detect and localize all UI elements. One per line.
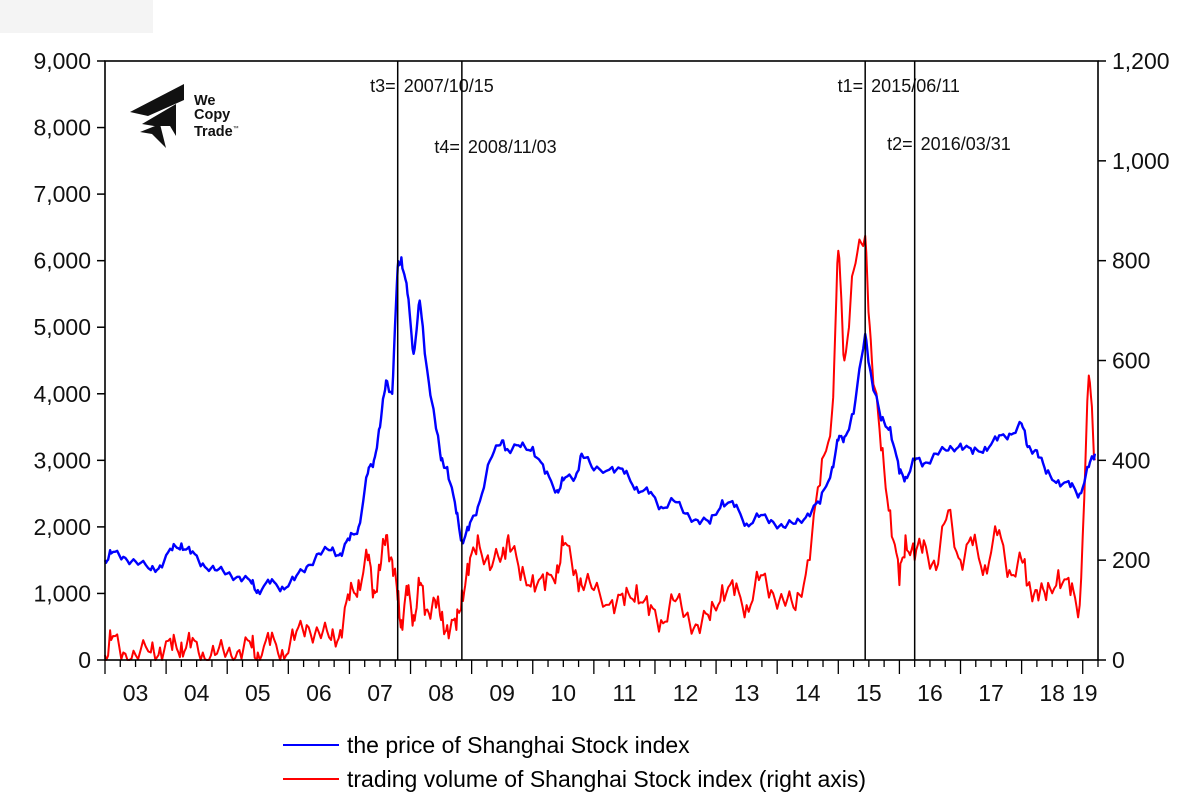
x-tick-label: 06	[306, 680, 332, 706]
plot-frame	[104, 60, 1099, 661]
event-lines: t3= 2007/10/15 t4= 2008/11/03 t1= 2015/06/11 t…	[370, 61, 1011, 660]
x-tick-label: 14	[795, 680, 821, 706]
y-right-tick-label: 600	[1112, 348, 1150, 374]
logo-trademark: ™	[232, 125, 239, 132]
y-right-tick-label: 1,000	[1112, 148, 1170, 174]
y-right-tick-label: 0	[1112, 647, 1125, 673]
x-tick-label: 05	[245, 680, 271, 706]
annotation-label-t3: t3=	[370, 76, 396, 96]
annotation-date-t4: 2008/11/03	[468, 137, 557, 157]
y-left-tick-label: 5,000	[33, 314, 91, 340]
x-tick-label: 16	[917, 680, 943, 706]
series-volume-path	[104, 234, 1096, 661]
y-right-tick-label: 400	[1112, 447, 1150, 473]
annotation-label-t2: t2=	[887, 134, 913, 154]
corner-box	[0, 0, 153, 33]
x-tick-label: 07	[367, 680, 393, 706]
annotation-label-t1: t1=	[838, 76, 864, 96]
y-left-tick-label: 1,000	[33, 580, 91, 606]
x-tick-label: 15	[856, 680, 882, 706]
legend-swatch-price	[283, 744, 339, 746]
annotation-label-t4: t4=	[434, 137, 460, 157]
y-left-tick-label: 0	[78, 647, 91, 673]
legend-label-price: the price of Shanghai Stock index	[347, 732, 690, 758]
x-axis: 03 04 05 06 07 08 09 10 11 12 13 14 15 16 17 18 19	[104, 660, 1099, 706]
legend-item-price: the price of Shanghai Stock index	[283, 728, 866, 762]
x-tick-label: 10	[551, 680, 577, 706]
legend: the price of Shanghai Stock index tradin…	[283, 728, 866, 796]
y-left-tick-label: 6,000	[33, 248, 91, 274]
x-tick-label: 19	[1072, 680, 1098, 706]
y-left-tick-label: 8,000	[33, 115, 91, 141]
annotation-date-t2: 2016/03/31	[921, 134, 1011, 154]
legend-swatch-volume	[283, 778, 339, 780]
y-axis-left: 0 1,000 2,000 3,000 4,000 5,000 6,000 7,000 8,00…	[33, 48, 105, 673]
legend-item-volume: trading volume of Shanghai Stock index (…	[283, 762, 866, 796]
series-volume-line	[104, 234, 1096, 661]
y-left-tick-label: 2,000	[33, 514, 91, 540]
logo: We Copy Trade™	[128, 82, 239, 150]
x-tick-label: 04	[184, 680, 210, 706]
x-tick-label: 09	[489, 680, 515, 706]
series-price-line	[103, 256, 1097, 596]
logo-text: We Copy Trade™	[194, 92, 239, 140]
x-tick-label: 08	[428, 680, 454, 706]
y-left-tick-label: 7,000	[33, 181, 91, 207]
y-left-tick-label: 4,000	[33, 381, 91, 407]
x-tick-label: 13	[734, 680, 760, 706]
annotation-date-t3: 2007/10/15	[404, 76, 494, 96]
legend-label-volume: trading volume of Shanghai Stock index (…	[347, 766, 867, 792]
x-tick-label: 17	[978, 680, 1004, 706]
logo-line-1: We	[194, 92, 216, 109]
y-axis-right: 0 200 400 600 800 1,000 1,200	[1098, 48, 1170, 673]
y-right-tick-label: 200	[1112, 547, 1150, 573]
y-right-tick-label: 1,200	[1112, 48, 1170, 74]
logo-line-2: Copy	[194, 106, 231, 123]
y-left-tick-label: 3,000	[33, 447, 91, 473]
logo-line-3: Trade	[194, 123, 233, 140]
annotation-date-t1: 2015/06/11	[871, 76, 960, 96]
x-tick-label: 11	[612, 680, 636, 706]
x-tick-label: 03	[123, 680, 149, 706]
logo-arrows-icon	[130, 84, 184, 148]
x-tick-label: 18	[1039, 680, 1065, 706]
y-left-tick-label: 9,000	[33, 48, 91, 74]
series-price-path	[103, 256, 1097, 596]
y-right-tick-label: 800	[1112, 248, 1150, 274]
x-tick-label: 12	[673, 680, 699, 706]
